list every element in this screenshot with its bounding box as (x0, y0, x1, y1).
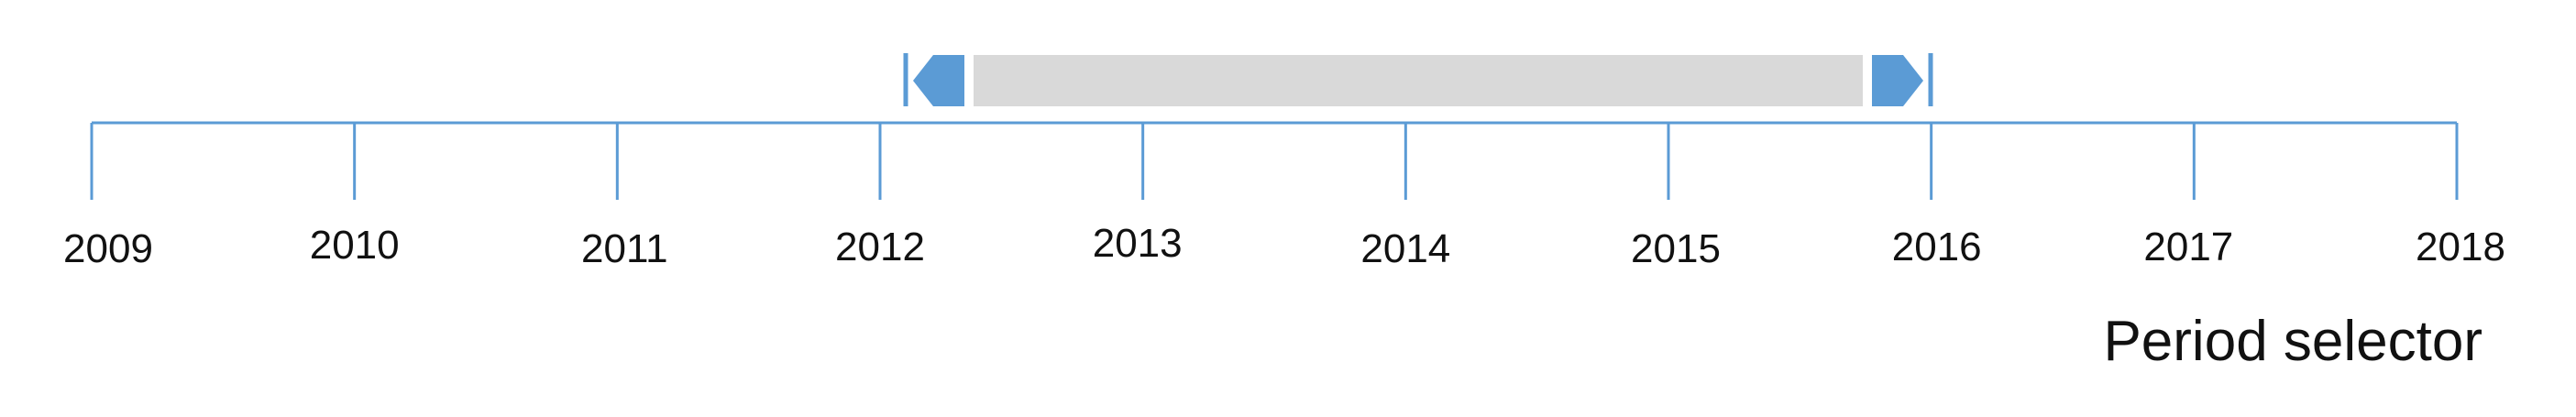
year-label-2015: 2015 (1631, 226, 1721, 271)
timeline-year-labels: 2009 2010 2011 2012 2013 2014 2015 2016 2017 2018 (63, 221, 2505, 271)
year-label-2017: 2017 (2143, 225, 2233, 269)
year-label-2016: 2016 (1892, 225, 1982, 269)
year-label-2014: 2014 (1360, 226, 1450, 271)
year-label-2010: 2010 (310, 223, 400, 268)
range-start-handle[interactable] (903, 53, 964, 106)
year-label-2011: 2011 (581, 226, 668, 271)
caption: Period selector (2103, 310, 2482, 373)
year-label-2013: 2013 (1093, 221, 1183, 266)
selected-range-bar[interactable] (974, 55, 1863, 106)
year-label-2009: 2009 (63, 226, 153, 271)
left-arrow-handle-icon[interactable] (913, 55, 964, 106)
year-label-2018: 2018 (2416, 225, 2505, 269)
range-end-handle[interactable] (1872, 53, 1933, 106)
timeline-ticks (90, 123, 2459, 200)
right-arrow-handle-icon[interactable] (1872, 55, 1923, 106)
year-label-2012: 2012 (835, 225, 925, 269)
